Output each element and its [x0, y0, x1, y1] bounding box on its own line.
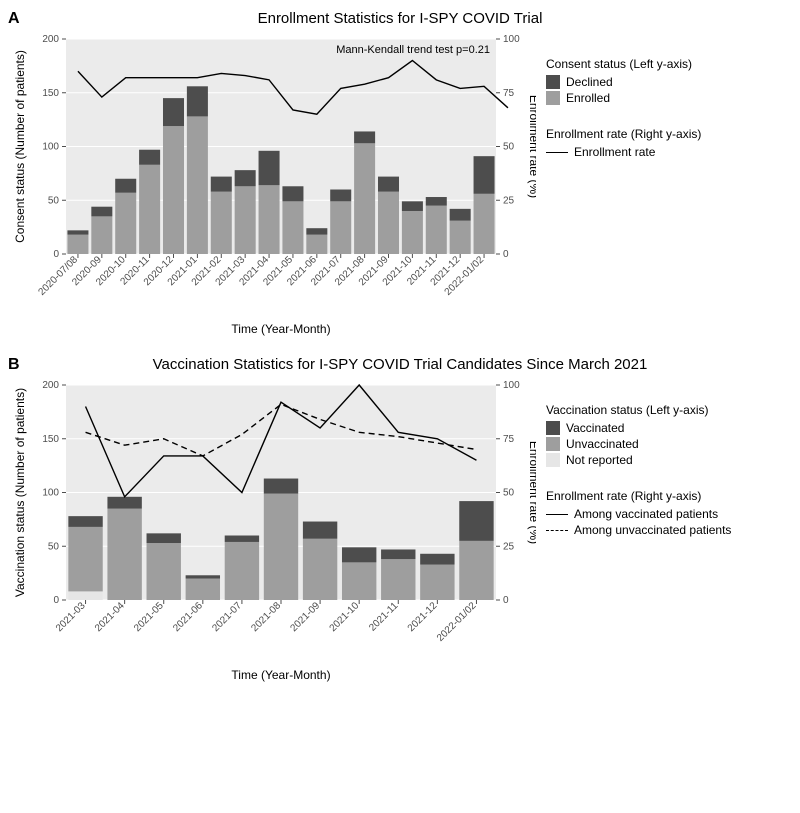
- legend-label: Unvaccinated: [566, 437, 639, 451]
- legend-b-group2-title: Enrollment rate (Right y-axis): [546, 489, 731, 503]
- panel-b-chart: 05010015020002550751002021-032021-042021…: [8, 377, 536, 690]
- svg-text:150: 150: [42, 434, 59, 445]
- svg-text:0: 0: [503, 249, 509, 260]
- legend-swatch: [546, 453, 560, 467]
- legend-item: Among vaccinated patients: [546, 507, 731, 521]
- legend-swatch: [546, 437, 560, 451]
- svg-text:2021-08: 2021-08: [249, 600, 283, 634]
- svg-text:100: 100: [42, 488, 59, 499]
- legend-label: Among unvaccinated patients: [574, 523, 731, 537]
- svg-text:2021-03: 2021-03: [54, 600, 88, 634]
- legend-a-group1-title: Consent status (Left y-axis): [546, 57, 701, 71]
- svg-text:2021-09: 2021-09: [288, 600, 322, 634]
- svg-text:25: 25: [503, 195, 515, 206]
- svg-text:2021-06: 2021-06: [171, 600, 205, 634]
- legend-label: Declined: [566, 75, 613, 89]
- legend-label: Enrollment rate: [574, 145, 655, 159]
- svg-text:200: 200: [42, 34, 59, 45]
- legend-line-swatch: [546, 152, 568, 153]
- legend-item: Enrollment rate: [546, 145, 701, 159]
- legend-a-group2-title: Enrollment rate (Right y-axis): [546, 127, 701, 141]
- legend-line-swatch: [546, 514, 568, 515]
- svg-text:50: 50: [503, 488, 515, 499]
- svg-text:50: 50: [503, 142, 515, 153]
- legend-item: Not reported: [546, 453, 731, 467]
- svg-text:100: 100: [503, 380, 520, 391]
- legend-item: Among unvaccinated patients: [546, 523, 731, 537]
- svg-text:2021-11: 2021-11: [367, 600, 401, 634]
- svg-text:2021-10: 2021-10: [328, 600, 362, 634]
- svg-text:2021-07: 2021-07: [210, 600, 244, 634]
- svg-text:100: 100: [42, 142, 59, 153]
- svg-text:0: 0: [53, 249, 59, 260]
- svg-text:75: 75: [503, 434, 515, 445]
- panel-b-letter: B: [8, 356, 20, 374]
- panel-a-letter: A: [8, 10, 20, 28]
- legend-item: Enrolled: [546, 91, 701, 105]
- legend-swatch: [546, 91, 560, 105]
- legend-b-group1-title: Vaccination status (Left y-axis): [546, 403, 731, 417]
- panel-a-legend: Consent status (Left y-axis) Declined Enr…: [536, 31, 701, 161]
- svg-text:25: 25: [503, 541, 515, 552]
- svg-text:2021-04: 2021-04: [93, 600, 127, 634]
- legend-swatch: [546, 75, 560, 89]
- legend-label: Vaccinated: [566, 421, 624, 435]
- svg-text:150: 150: [42, 88, 59, 99]
- panel-b-legend: Vaccination status (Left y-axis) Vaccina…: [536, 377, 731, 539]
- svg-text:Time (Year-Month): Time (Year-Month): [231, 668, 330, 682]
- svg-text:50: 50: [48, 195, 60, 206]
- legend-swatch: [546, 421, 560, 435]
- svg-text:200: 200: [42, 380, 59, 391]
- svg-text:0: 0: [53, 595, 59, 606]
- svg-text:50: 50: [48, 541, 60, 552]
- panel-a-chart: 05010015020002550751002020-07/082020-092…: [8, 31, 536, 344]
- svg-text:0: 0: [503, 595, 509, 606]
- panel-a: A Enrollment Statistics for I-SPY COVID …: [8, 10, 792, 344]
- legend-label: Enrolled: [566, 91, 610, 105]
- svg-text:Enrollment rate (%): Enrollment rate (%): [527, 441, 536, 544]
- svg-text:2022-01/02: 2022-01/02: [435, 600, 479, 644]
- legend-line-swatch: [546, 530, 568, 531]
- svg-text:Time (Year-Month): Time (Year-Month): [231, 322, 330, 336]
- svg-text:Mann-Kendall trend test p=0.21: Mann-Kendall trend test p=0.21: [336, 44, 490, 56]
- panel-a-title: Enrollment Statistics for I-SPY COVID Tr…: [8, 10, 792, 27]
- legend-label: Not reported: [566, 453, 633, 467]
- panel-b-title: Vaccination Statistics for I-SPY COVID T…: [8, 356, 792, 373]
- legend-item: Declined: [546, 75, 701, 89]
- legend-item: Unvaccinated: [546, 437, 731, 451]
- legend-label: Among vaccinated patients: [574, 507, 718, 521]
- svg-text:Enrollment rate (%): Enrollment rate (%): [527, 95, 536, 198]
- panel-b: B Vaccination Statistics for I-SPY COVID…: [8, 356, 792, 690]
- svg-text:100: 100: [503, 34, 520, 45]
- svg-text:75: 75: [503, 88, 515, 99]
- svg-text:Vaccination status (Number of: Vaccination status (Number of patients): [13, 388, 27, 597]
- svg-text:2021-12: 2021-12: [406, 600, 440, 634]
- legend-item: Vaccinated: [546, 421, 731, 435]
- svg-text:2021-05: 2021-05: [132, 600, 166, 634]
- svg-text:Consent status (Number of pati: Consent status (Number of patients): [13, 50, 27, 243]
